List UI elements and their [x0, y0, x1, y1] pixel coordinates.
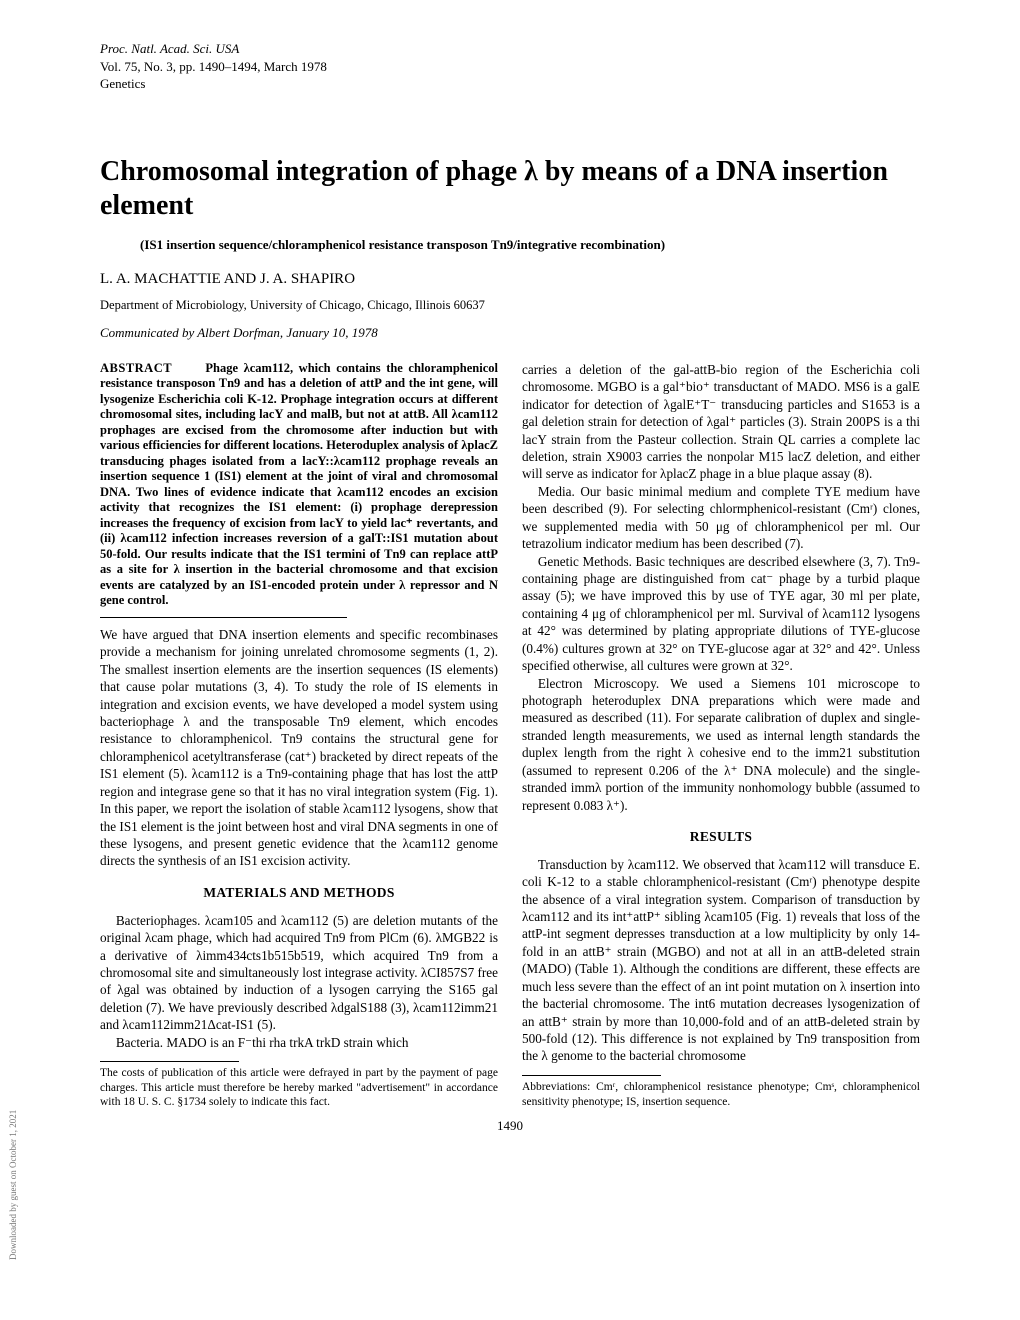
- bacteria-paragraph: Bacteria. MADO is an F⁻thi rha trkA trkD…: [100, 1034, 498, 1051]
- header-line3: Genetics: [100, 75, 920, 93]
- genetic-methods-paragraph: Genetic Methods. Basic techniques are de…: [522, 553, 920, 675]
- abstract-rule: [100, 617, 347, 618]
- electron-microscopy-paragraph: Electron Microscopy. We used a Siemens 1…: [522, 675, 920, 814]
- abstract-label: ABSTRACT: [100, 361, 172, 375]
- authors: L. A. MACHATTIE AND J. A. SHAPIRO: [100, 271, 920, 288]
- abstract-text: Phage λcam112, which contains the chlora…: [100, 361, 498, 608]
- abstract: ABSTRACT Phage λcam112, which contains t…: [100, 361, 498, 609]
- download-watermark: Downloaded by guest on October 1, 2021: [8, 1110, 18, 1260]
- left-column: ABSTRACT Phage λcam112, which contains t…: [100, 361, 498, 1110]
- article-subtitle: (IS1 insertion sequence/chloramphenicol …: [140, 237, 920, 253]
- header-line1: Proc. Natl. Acad. Sci. USA: [100, 40, 920, 58]
- page-number: 1490: [100, 1118, 920, 1134]
- article-title: Chromosomal integration of phage λ by me…: [100, 155, 920, 223]
- footnote-rule-right: [522, 1075, 661, 1076]
- communicated-by: Communicated by Albert Dorfman, January …: [100, 325, 920, 341]
- materials-methods-heading: MATERIALS AND METHODS: [100, 884, 498, 902]
- journal-header: Proc. Natl. Acad. Sci. USA Vol. 75, No. …: [100, 40, 920, 93]
- footnote-left: The costs of publication of this article…: [100, 1066, 498, 1110]
- transduction-paragraph: Transduction by λcam112. We observed tha…: [522, 856, 920, 1065]
- results-heading: RESULTS: [522, 828, 920, 846]
- affiliation: Department of Microbiology, University o…: [100, 298, 920, 313]
- media-paragraph: Media. Our basic minimal medium and comp…: [522, 483, 920, 553]
- page: Proc. Natl. Acad. Sci. USA Vol. 75, No. …: [0, 0, 1020, 1320]
- two-column-layout: ABSTRACT Phage λcam112, which contains t…: [100, 361, 920, 1110]
- header-line2: Vol. 75, No. 3, pp. 1490–1494, March 197…: [100, 58, 920, 76]
- footnote-rule-left: [100, 1061, 239, 1062]
- footnote-right: Abbreviations: Cmʳ, chloramphenicol resi…: [522, 1080, 920, 1109]
- bacteria-cont-paragraph: carries a deletion of the gal-attB-bio r…: [522, 361, 920, 483]
- bacteriophages-paragraph: Bacteriophages. λcam105 and λcam112 (5) …: [100, 912, 498, 1034]
- intro-paragraph: We have argued that DNA insertion elemen…: [100, 626, 498, 870]
- right-column: carries a deletion of the gal-attB-bio r…: [522, 361, 920, 1110]
